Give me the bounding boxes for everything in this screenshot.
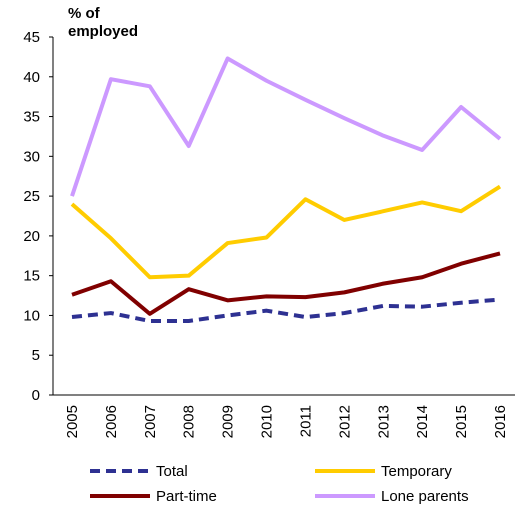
y-tick-label: 5 bbox=[32, 347, 40, 364]
series-line bbox=[71, 251, 501, 316]
y-tick-label: 30 bbox=[23, 148, 40, 165]
legend-label: Total bbox=[156, 463, 188, 480]
x-tick-label: 2015 bbox=[453, 405, 470, 438]
y-tick-label: 15 bbox=[23, 268, 40, 285]
x-tick-label: 2012 bbox=[336, 405, 353, 438]
x-tick-label: 2010 bbox=[259, 405, 276, 438]
y-tick-label: 10 bbox=[23, 307, 40, 324]
y-tick-label: 35 bbox=[23, 109, 40, 126]
x-tick-label: 2009 bbox=[220, 405, 237, 438]
legend-label: Temporary bbox=[381, 463, 452, 480]
series-line bbox=[71, 297, 501, 324]
y-tick-label: 45 bbox=[23, 29, 40, 46]
y-tick-label: 0 bbox=[32, 387, 40, 404]
y-tick-label: 25 bbox=[23, 188, 40, 205]
y-axis-label: % of employed bbox=[68, 5, 139, 40]
x-tick-label: 2007 bbox=[142, 405, 159, 438]
x-tick-label: 2008 bbox=[181, 405, 198, 438]
x-tick-label: 2014 bbox=[414, 405, 431, 438]
y-tick-label: 40 bbox=[23, 69, 40, 86]
legend-label: Part-time bbox=[156, 488, 217, 505]
series-line bbox=[70, 56, 502, 197]
x-tick-label: 2013 bbox=[375, 405, 392, 438]
x-tick-label: 2011 bbox=[297, 405, 314, 437]
y-tick-label: 20 bbox=[23, 228, 40, 245]
x-tick-label: 2005 bbox=[64, 405, 81, 438]
legend-label: Lone parents bbox=[381, 488, 469, 505]
series-line bbox=[70, 184, 502, 280]
x-tick-label: 2016 bbox=[492, 405, 509, 438]
x-tick-label: 2006 bbox=[103, 405, 120, 438]
